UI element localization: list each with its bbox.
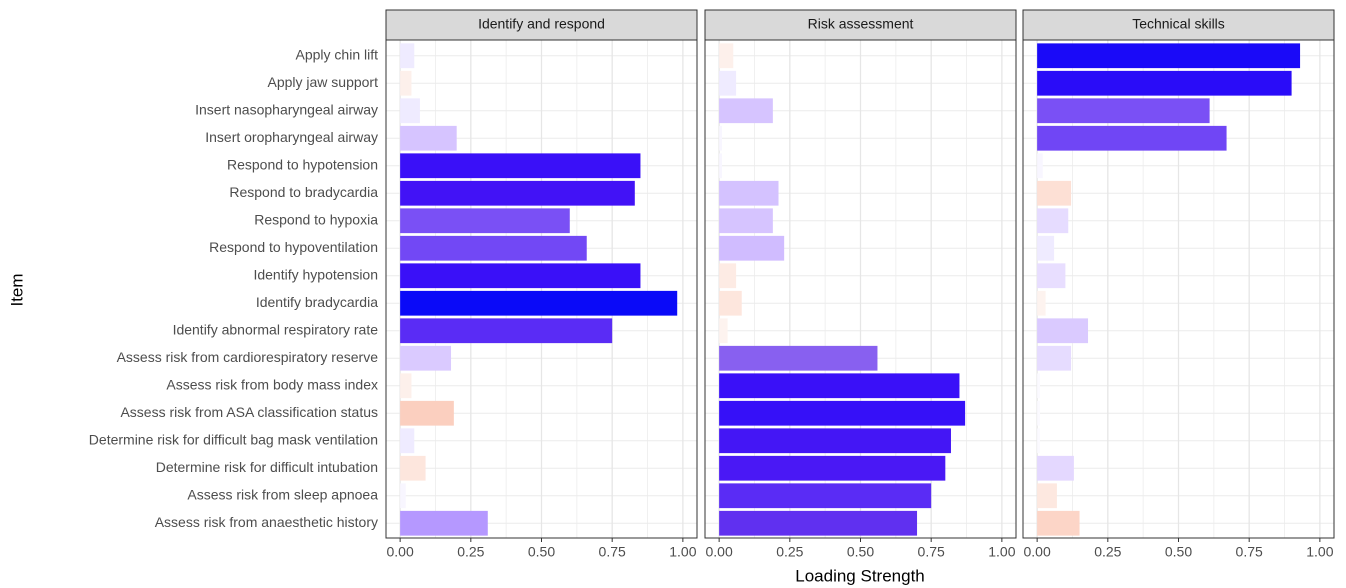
category-label: Assess risk from cardiorespiratory reser… [117,349,379,365]
bar [1037,510,1080,536]
x-axis-label: Loading Strength [795,566,925,585]
bar [719,235,785,261]
x-tick-label: 0.75 [599,544,626,560]
category-label: Apply jaw support [267,74,378,90]
category-label: Determine risk for difficult bag mask ve… [89,431,378,447]
x-tick-label: 0.50 [1165,544,1192,560]
bar [719,153,722,179]
bar [400,373,412,399]
panel-title: Risk assessment [808,16,914,32]
bar [1037,345,1072,371]
bar [1037,263,1066,289]
bar [1037,43,1301,69]
x-tick-label: 1.00 [1306,544,1333,560]
category-label: Assess risk from sleep apnoea [187,486,378,502]
x-tick-label: 0.75 [1236,544,1263,560]
category-label: Respond to bradycardia [229,184,378,200]
category-label: Respond to hypoventilation [209,239,378,255]
x-tick-label: 0.00 [387,544,414,560]
x-tick-label: 0.00 [1024,544,1051,560]
bar [400,455,426,481]
bar [400,98,420,124]
bar [400,208,570,234]
category-label: Identify bradycardia [256,294,378,310]
bar [400,428,415,454]
bar [1037,180,1072,206]
bar [400,235,587,261]
bar [719,180,779,206]
bar [1037,208,1069,234]
bar [400,483,406,509]
bar [1037,70,1292,96]
x-tick-label: 1.00 [669,544,696,560]
x-tick-label: 1.00 [988,544,1015,560]
category-label: Identify abnormal respiratory rate [173,321,379,337]
bar [400,400,454,426]
bar [400,70,412,96]
bar [1037,125,1227,151]
x-tick-label: 0.25 [776,544,803,560]
bar [1037,153,1043,179]
bar [719,455,946,481]
bar [400,180,635,206]
bar [719,345,878,371]
category-label: Identify hypotension [253,266,378,282]
bar [719,290,742,316]
y-axis-label: Item [7,273,26,306]
bar [400,153,641,179]
bar [1037,235,1055,261]
x-tick-label: 0.00 [706,544,733,560]
bar [1037,483,1057,509]
x-tick-label: 0.50 [847,544,874,560]
x-tick-label: 0.25 [1094,544,1121,560]
bar [719,70,737,96]
bar [400,125,457,151]
category-label: Insert oropharyngeal airway [205,129,378,145]
bar [719,208,773,234]
bar [400,510,488,536]
category-label: Insert nasopharyngeal airway [195,101,378,117]
strip [704,9,1017,41]
bar [1037,373,1040,399]
category-label: Assess risk from anaesthetic history [155,514,378,530]
bar [400,345,452,371]
bar [1037,318,1089,344]
bar [719,125,722,151]
x-tick-label: 0.50 [528,544,555,560]
strip [1022,9,1335,41]
bar [1037,98,1210,124]
bar [719,428,951,454]
panel-title: Identify and respond [478,16,605,32]
x-tick-label: 0.25 [457,544,484,560]
bar [719,98,773,124]
bar [719,510,918,536]
bar [1037,428,1040,454]
bar [400,290,678,316]
bar [719,43,734,69]
bar [1037,290,1046,316]
bar [719,373,960,399]
category-label: Respond to hypotension [227,156,378,172]
category-label: Respond to hypoxia [254,211,378,227]
bar [719,318,728,344]
panel-title: Technical skills [1132,16,1225,32]
x-tick-label: 0.75 [918,544,945,560]
bar [400,43,415,69]
category-label: Assess risk from ASA classification stat… [120,404,378,420]
bar [719,483,932,509]
bar [1037,455,1074,481]
strip [385,9,698,41]
category-label: Apply chin lift [296,46,379,62]
bar [1037,400,1040,426]
bar [400,318,613,344]
bar [400,263,641,289]
bar [719,400,966,426]
category-label: Assess risk from body mass index [166,376,378,392]
bar [719,263,737,289]
category-label: Determine risk for difficult intubation [156,459,378,475]
